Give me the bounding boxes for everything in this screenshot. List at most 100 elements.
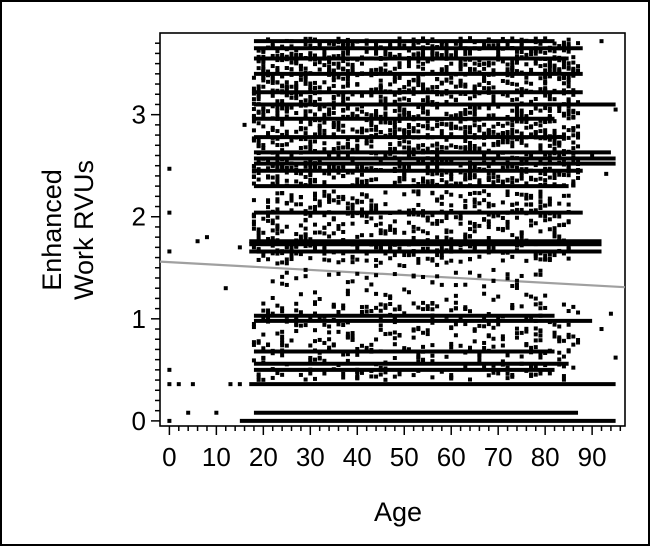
scatter-point <box>303 131 308 136</box>
scatter-point <box>533 253 538 258</box>
scatter-point <box>275 88 280 93</box>
scatter-point <box>533 364 538 369</box>
scatter-point <box>510 202 515 207</box>
scatter-point <box>566 309 571 314</box>
scatter-point <box>458 170 463 175</box>
scatter-point <box>533 210 538 215</box>
scatter-point <box>378 99 383 104</box>
scatter-point <box>505 210 510 215</box>
scatter-point <box>350 170 355 175</box>
scatter-point <box>430 178 435 183</box>
scatter-point <box>425 59 430 64</box>
scatter-point <box>313 149 317 154</box>
outlier-point <box>167 367 172 372</box>
scatter-point <box>557 109 562 114</box>
scatter-point <box>308 357 313 362</box>
scatter-point <box>355 107 360 112</box>
scatter-point <box>468 51 472 56</box>
scatter-point <box>468 191 472 196</box>
scatter-point <box>430 37 435 42</box>
scatter-point <box>524 62 529 67</box>
scatter-point <box>435 249 440 254</box>
scatter-point <box>327 55 332 60</box>
scatter-point <box>284 178 289 183</box>
scatter-point <box>491 143 496 148</box>
outlier-point <box>613 107 618 112</box>
scatter-point <box>435 51 440 56</box>
scatter-point <box>416 212 421 217</box>
scatter-point <box>468 270 472 275</box>
scatter-point <box>576 133 581 138</box>
scatter-point <box>359 233 364 238</box>
scatter-point <box>289 161 294 166</box>
scatter-point <box>463 205 468 210</box>
scatter-point <box>500 140 505 145</box>
scatter-point <box>275 215 280 220</box>
scatter-point <box>496 226 501 231</box>
scatter-point <box>298 202 303 207</box>
scatter-point <box>378 221 383 226</box>
scatter-point <box>406 48 411 53</box>
scatter-point <box>486 225 491 230</box>
scatter-point <box>270 125 275 130</box>
scatter-point <box>336 271 341 276</box>
scatter-point <box>397 45 402 50</box>
scatter-point <box>477 117 482 122</box>
scatter-point <box>496 43 501 48</box>
scatter-point <box>482 242 487 247</box>
scatter-point <box>308 53 313 58</box>
scatter-point <box>392 168 397 173</box>
scatter-point <box>383 231 388 236</box>
scatter-point <box>406 55 411 60</box>
scatter-point <box>566 49 571 54</box>
scatter-point <box>505 42 510 47</box>
scatter-point <box>458 163 463 168</box>
scatter-point <box>477 167 482 172</box>
scatter-point <box>350 255 355 260</box>
scatter-point <box>374 72 379 77</box>
scatter-point <box>345 201 350 206</box>
scatter-point <box>303 70 308 75</box>
scatter-point <box>251 325 256 330</box>
scatter-point <box>571 158 576 163</box>
scatter-point <box>303 244 308 249</box>
scatter-point <box>350 335 355 340</box>
scatter-point <box>496 239 501 244</box>
scatter-point <box>256 137 261 142</box>
scatter-point <box>557 239 562 244</box>
scatter-point <box>313 328 317 333</box>
scatter-point <box>505 156 510 161</box>
scatter-point <box>256 377 261 382</box>
scatter-point <box>472 197 477 202</box>
scatter-point <box>270 236 275 241</box>
scatter-point <box>261 75 266 80</box>
scatter-point <box>280 89 285 94</box>
scatter-point <box>519 167 524 172</box>
scatter-point <box>383 292 388 297</box>
scatter-point <box>552 322 557 327</box>
scatter-point <box>482 131 487 136</box>
scatter-point <box>439 178 444 183</box>
scatter-point <box>496 211 501 216</box>
scatter-point <box>280 122 285 127</box>
scatter-point <box>524 317 529 322</box>
scatter-point <box>270 209 275 214</box>
scatter-point <box>463 91 468 96</box>
scatter-point <box>280 306 285 311</box>
scatter-point <box>256 86 261 91</box>
scatter-point <box>552 135 557 140</box>
scatter-point <box>561 40 566 45</box>
scatter-point <box>421 176 426 181</box>
scatter-point <box>327 193 332 198</box>
scatter-point <box>547 175 552 180</box>
scatter-point <box>482 364 487 369</box>
scatter-point <box>435 77 440 82</box>
scatter-point <box>355 369 360 374</box>
scatter-point <box>392 166 397 171</box>
scatter-point <box>359 312 364 317</box>
scatter-point <box>266 257 271 262</box>
scatter-point <box>453 306 458 311</box>
scatter-point <box>261 60 266 65</box>
scatter-point <box>369 198 374 203</box>
scatter-point <box>383 62 388 67</box>
